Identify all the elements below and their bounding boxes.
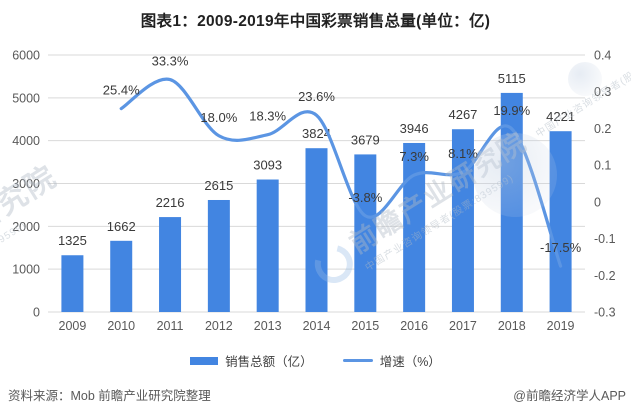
bar [61,255,84,312]
x-axis-label: 2013 [254,319,282,333]
source-note: 资料来源：Mob 前瞻产业研究院整理 [8,389,211,403]
line-value-label: 7.3% [399,149,429,164]
bar-value-label: 2216 [156,195,185,210]
right-axis-tick: 0 [594,195,601,209]
right-axis-tick: 0.4 [594,49,611,63]
legend-label-growth: 增速（%） [379,355,441,369]
line-value-label: 8.1% [448,146,478,161]
legend-item-sales: 销售总额（亿） [190,351,313,370]
x-axis-label: 2018 [498,319,526,333]
growth-line [119,77,563,268]
left-axis-tick: 5000 [12,91,40,105]
bar-value-label: 1662 [107,219,136,234]
line-value-label: 33.3% [152,54,189,69]
x-axis-label: 2019 [547,319,575,333]
legend: 销售总额（亿） 增速（%） [0,351,631,370]
x-axis-label: 2016 [400,319,428,333]
bar [403,142,426,312]
bar [305,148,328,312]
left-axis-tick: 6000 [12,49,40,63]
bar-series-swatch [190,356,219,365]
bar-value-label: 5115 [498,71,526,86]
bar [256,179,279,312]
right-axis-tick: -0.2 [594,269,616,283]
bar [159,217,182,312]
x-axis-label: 2009 [59,319,87,333]
line-value-label: 18.3% [249,109,286,124]
bar [354,154,377,312]
brand-credit: @前瞻经济学人APP [513,389,626,403]
bar-value-label: 4221 [546,109,575,124]
right-axis-tick: -0.3 [594,306,616,320]
x-axis-label: 2010 [107,319,135,333]
x-axis-label: 2012 [205,319,233,333]
right-axis-tick: 0.2 [594,122,611,136]
line-value-label: -17.5% [540,240,582,255]
right-axis-tick: 0.3 [594,85,611,99]
left-axis-tick: 3000 [12,177,40,191]
bar-value-label: 3093 [253,158,282,173]
bar-value-label: 3946 [400,121,429,136]
footer: 资料来源：Mob 前瞻产业研究院整理 @前瞻经济学人APP [8,385,626,404]
bar [207,199,230,312]
x-axis-label: 2017 [449,319,477,333]
x-axis-label: 2014 [303,319,331,333]
bar-value-label: 1325 [58,233,87,248]
chart-title: 图表1：2009-2019年中国彩票销售总量(单位：亿) [140,13,491,30]
left-axis-tick: 4000 [12,134,40,148]
bar-value-label: 4267 [448,107,477,122]
legend-item-growth: 增速（%） [342,351,441,370]
bar-value-label: 3824 [302,126,331,141]
left-axis-tick: 2000 [12,220,40,234]
x-axis-label: 2011 [157,319,184,333]
bar-value-label: 2615 [204,178,233,193]
right-axis-tick: -0.1 [594,232,616,246]
line-value-label: -3.8% [348,190,382,205]
bar [110,240,133,312]
line-series-swatch [342,359,373,362]
line-value-label: 19.9% [493,103,530,118]
line-value-label: 18.0% [200,110,237,125]
bar [549,131,572,312]
line-value-label: 25.4% [103,83,140,98]
x-axis-label: 2015 [351,319,379,333]
right-axis-tick: 0.1 [594,159,611,173]
left-axis-tick: 0 [33,306,40,320]
bar-value-label: 3679 [351,132,380,147]
legend-label-sales: 销售总额（亿） [225,355,313,369]
bar [500,92,523,312]
left-axis-tick: 1000 [12,263,40,277]
line-value-label: 23.6% [298,89,335,104]
